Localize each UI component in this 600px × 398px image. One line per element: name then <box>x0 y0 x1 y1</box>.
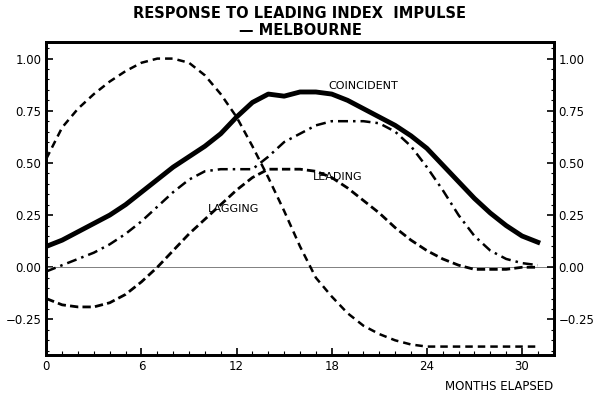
Text: COINCIDENT: COINCIDENT <box>329 81 398 91</box>
Text: LAGGING: LAGGING <box>208 204 259 214</box>
Text: MONTHS ELAPSED: MONTHS ELAPSED <box>445 380 554 393</box>
Text: LEADING: LEADING <box>313 172 362 181</box>
Title: RESPONSE TO LEADING INDEX  IMPULSE
— MELBOURNE: RESPONSE TO LEADING INDEX IMPULSE — MELB… <box>133 6 467 38</box>
